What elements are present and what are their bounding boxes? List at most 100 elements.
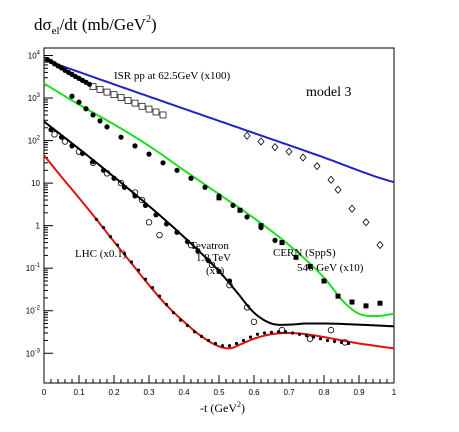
isr-diamond-point bbox=[362, 218, 370, 227]
isr-diamond-point bbox=[348, 204, 356, 213]
tevatron-data-point bbox=[90, 159, 96, 165]
isr-diamond-point bbox=[299, 153, 307, 162]
isr-diamond-point bbox=[334, 185, 342, 194]
annotation-tevatron-line3: (x1) bbox=[206, 265, 225, 277]
x-axis-ticks: 0 0.1 0.2 0.3 0.4 0.5 0.6 0.7 0.8 0.9 1 bbox=[42, 375, 397, 397]
cern-squares-point bbox=[258, 223, 264, 229]
x-tick-label: 0.4 bbox=[178, 388, 190, 397]
tevatron-data-point bbox=[79, 150, 86, 156]
y-tick-label: 10-2 bbox=[26, 306, 41, 316]
lhc-data-point bbox=[94, 217, 99, 222]
lhc-data-point bbox=[339, 340, 344, 345]
cern-data-point bbox=[90, 112, 96, 118]
tevatron-data-point bbox=[226, 278, 233, 284]
isr-diamond-point bbox=[313, 162, 321, 171]
lhc-data-point bbox=[164, 302, 169, 307]
lhc-data-point bbox=[262, 331, 267, 335]
cern-data-point bbox=[188, 175, 194, 181]
lhc-data-point bbox=[213, 341, 218, 346]
tevatron-data-point bbox=[100, 167, 107, 173]
isr-diamond-point bbox=[376, 240, 384, 250]
annotation-cern-line1: CERN (SppS) bbox=[273, 247, 336, 259]
isr-open-point bbox=[152, 108, 160, 116]
cern-squares-point bbox=[216, 195, 222, 201]
cern-squares-point bbox=[377, 300, 383, 306]
tevatron-open-point bbox=[278, 326, 286, 334]
isr-diamond-point bbox=[327, 175, 335, 184]
y-tick-label: 102 bbox=[28, 136, 41, 146]
cern-squares-point bbox=[335, 293, 341, 299]
cern-data-point bbox=[76, 99, 82, 105]
y-tick-label: 10-1 bbox=[26, 263, 41, 273]
cern-data-point bbox=[146, 151, 152, 157]
tevatron-data-point bbox=[58, 134, 65, 140]
tevatron-open-point bbox=[243, 304, 251, 311]
lhc-data-point bbox=[157, 294, 162, 298]
tevatron-data-point bbox=[184, 239, 191, 245]
isr-open-point bbox=[159, 111, 167, 119]
annotation-cern-line2: 546 GeV (x10) bbox=[297, 262, 364, 274]
x-tick-label: 0.6 bbox=[248, 388, 260, 397]
lhc-data-point bbox=[304, 334, 309, 338]
x-tick-label: 0.9 bbox=[353, 388, 365, 397]
cern-squares-point bbox=[237, 207, 243, 213]
isr-open-point bbox=[110, 91, 118, 99]
tevatron-open-point bbox=[208, 261, 216, 269]
cern-data-point bbox=[118, 134, 124, 140]
lhc-data-point bbox=[269, 330, 274, 334]
tevatron-data-point bbox=[69, 143, 75, 149]
x-tick-label: 0.7 bbox=[283, 388, 295, 397]
isr-data-point bbox=[86, 81, 93, 87]
isr-open-point bbox=[96, 85, 104, 93]
tevatron-data-point bbox=[48, 127, 54, 133]
isr-open-point bbox=[117, 94, 125, 101]
isr-open-point bbox=[138, 102, 146, 110]
model-label: model 3 bbox=[306, 85, 352, 100]
tevatron-data-point bbox=[174, 229, 180, 235]
tevatron-data-point bbox=[216, 268, 222, 274]
cern-data-point bbox=[132, 143, 138, 149]
lhc-data-point bbox=[185, 323, 190, 328]
curve-isr bbox=[43, 58, 395, 184]
cern-squares-point bbox=[307, 263, 313, 269]
tevatron-open-point bbox=[61, 138, 69, 145]
isr-open-point bbox=[103, 88, 111, 96]
tevatron-open-point bbox=[156, 231, 163, 239]
annotation-lhc: LHC (x0.1) bbox=[75, 248, 127, 260]
x-tick-label: 0.3 bbox=[143, 388, 155, 397]
cern-data-point bbox=[83, 106, 89, 112]
tevatron-open-point bbox=[250, 318, 258, 325]
lhc-data-point bbox=[276, 330, 281, 334]
tevatron-data-point bbox=[121, 184, 128, 190]
tevatron-open-point bbox=[327, 326, 335, 334]
annotation-tevatron-line1: Tevatron bbox=[190, 240, 229, 252]
x-axis-title: -t (GeV2) bbox=[200, 400, 245, 415]
cern-squares-point bbox=[349, 299, 355, 305]
cern-data-point bbox=[97, 118, 103, 124]
lhc-data-point bbox=[150, 285, 155, 290]
tevatron-data-point bbox=[111, 175, 117, 181]
lhc-data-point bbox=[136, 268, 141, 272]
tevatron-open-point bbox=[145, 219, 153, 226]
lhc-data-point bbox=[290, 331, 295, 335]
tevatron-open-point bbox=[306, 335, 314, 342]
lhc-data-point bbox=[248, 335, 253, 339]
isr-diamond-point bbox=[285, 147, 293, 156]
y-tick-label: 1 bbox=[36, 222, 41, 231]
x-tick-label: 0.8 bbox=[318, 388, 330, 397]
y-tick-label: 103 bbox=[28, 93, 41, 103]
isr-diamond-point bbox=[257, 137, 265, 146]
isr-open-point bbox=[145, 105, 153, 113]
lhc-data-point bbox=[311, 335, 316, 339]
cern-squares-point bbox=[321, 278, 327, 284]
y-tick-label: 104 bbox=[28, 50, 41, 60]
tevatron-data-point bbox=[195, 248, 201, 254]
x-tick-label: 0.2 bbox=[108, 388, 120, 397]
lhc-data-point bbox=[199, 334, 204, 338]
x-tick-label: 0 bbox=[42, 388, 47, 397]
cern-data-point bbox=[272, 237, 278, 244]
isr-diamond-point bbox=[243, 131, 251, 140]
x-tick-label: 1 bbox=[392, 388, 397, 397]
